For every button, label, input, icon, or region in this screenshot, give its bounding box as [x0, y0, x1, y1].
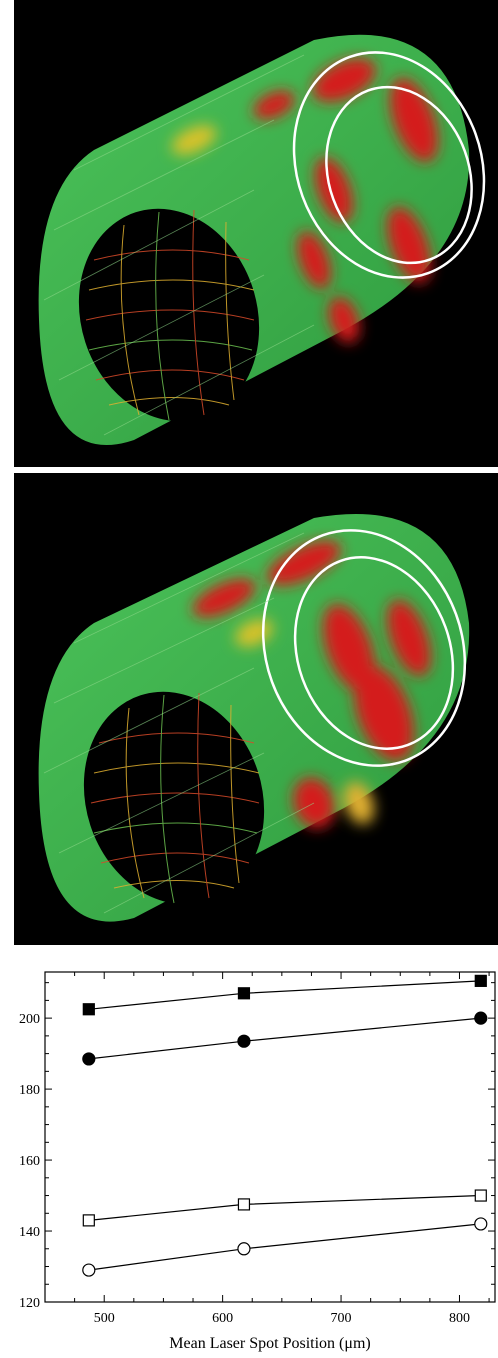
series-line-0 — [88, 980, 481, 1010]
tick-marks — [44, 972, 495, 1303]
data-point-square-open — [474, 1189, 487, 1202]
data-point-circle-filled — [82, 1052, 96, 1066]
scatter-chart-svg: 500 600 700 800 120 140 160 180 200 Mean Laser … — [19, 971, 496, 1352]
cylinder-bore — [78, 208, 260, 422]
x-tick-label: 600 — [212, 1311, 233, 1326]
y-tick-label: 140 — [19, 1225, 40, 1240]
data-point-circle-open — [474, 1217, 488, 1231]
series-line-1 — [88, 1017, 481, 1060]
data-point-square-filled — [82, 1003, 95, 1016]
scatter-chart: 500 600 700 800 120 140 160 180 200 Mean Laser … — [0, 960, 498, 1353]
x-tick-label: 700 — [331, 1311, 352, 1326]
series-markers — [82, 974, 488, 1277]
y-tick-labels: 120 140 160 180 200 — [19, 1012, 40, 1311]
y-tick-label: 120 — [19, 1296, 40, 1311]
panel-divider — [14, 467, 498, 473]
cylinder-svg-bottom — [38, 513, 470, 922]
data-point-circle-open — [237, 1242, 251, 1256]
series-line-2 — [88, 1194, 481, 1221]
hotspots-body-top — [171, 58, 439, 344]
y-tick-label: 180 — [19, 1083, 40, 1098]
data-point-circle-open — [82, 1263, 96, 1277]
data-point-circle-filled — [474, 1011, 488, 1025]
x-tick-labels: 500 600 700 800 — [94, 1311, 470, 1326]
cylinder-svg-top — [38, 34, 486, 446]
data-point-circle-filled — [237, 1034, 251, 1048]
y-tick-label: 160 — [19, 1154, 40, 1169]
data-point-square-filled — [237, 987, 251, 1000]
series-line-3 — [88, 1223, 481, 1271]
outer-ring — [261, 529, 467, 767]
outer-ring — [292, 51, 486, 279]
plot-frame — [44, 971, 496, 1303]
cylinder-render-top — [14, 0, 498, 467]
x-tick-label: 500 — [94, 1311, 115, 1326]
body-mesh-bottom — [43, 532, 315, 914]
cylinder-render-bottom — [14, 473, 498, 945]
x-axis-label: Mean Laser Spot Position (μm) — [169, 1335, 370, 1352]
data-point-square-open — [82, 1214, 95, 1227]
x-tick-label: 800 — [449, 1311, 470, 1326]
y-tick-label: 200 — [19, 1012, 40, 1027]
cylinder-bore — [83, 691, 265, 905]
data-point-square-filled — [474, 974, 487, 987]
bore-mesh-top — [85, 209, 255, 421]
series-lines — [88, 980, 481, 1271]
inner-ring — [293, 556, 455, 750]
data-point-square-open — [237, 1198, 251, 1211]
inner-ring — [325, 85, 473, 265]
body-mesh-top — [43, 54, 315, 436]
